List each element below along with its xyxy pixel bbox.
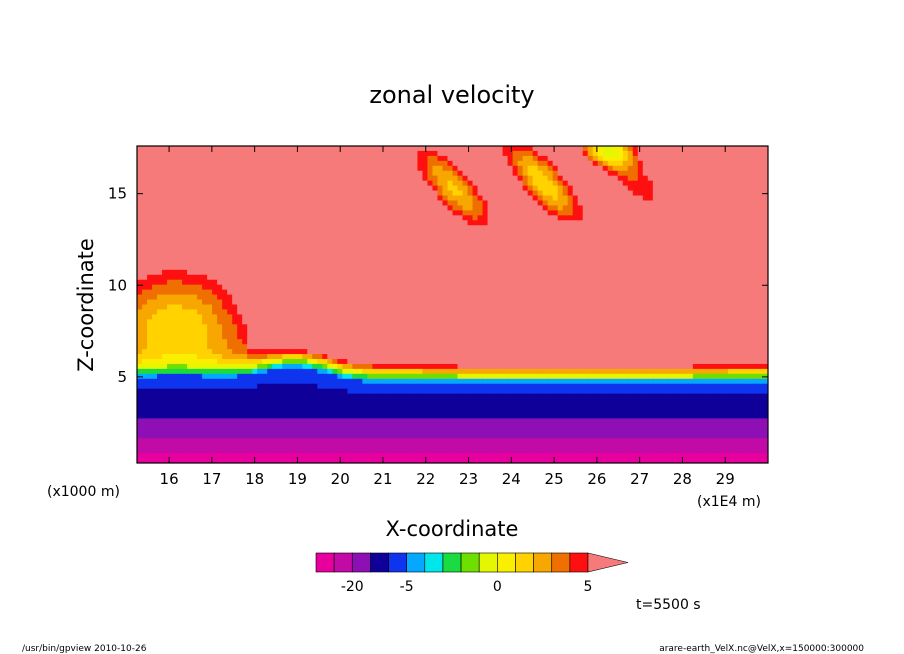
x-tick-label: 24	[502, 470, 521, 488]
chart-title: zonal velocity	[369, 81, 534, 109]
y-tick-label: 5	[117, 368, 127, 386]
colorbar-tick-label: -20	[341, 579, 364, 595]
colorbar-box	[460, 552, 480, 573]
colorbar-box	[388, 552, 407, 573]
plot-frame	[136, 145, 769, 464]
colorbar-box	[533, 552, 553, 573]
footer-program: /usr/bin/gpview 2010-10-26	[22, 644, 147, 654]
colorbar-extend-arrow	[587, 552, 629, 573]
colorbar-box	[569, 552, 589, 573]
colorbar-box	[478, 552, 498, 573]
x-tick-label: 27	[630, 470, 649, 488]
x-tick-label: 26	[587, 470, 606, 488]
colorbar-box	[406, 552, 426, 573]
colorbar-box	[424, 552, 444, 573]
contour-field	[137, 146, 768, 463]
colorbar-box	[351, 552, 371, 573]
colorbar-tick-label: -5	[400, 579, 414, 595]
colorbar	[315, 552, 629, 573]
y-axis-ticks: 5 10 15	[108, 185, 768, 386]
y-tick-label: 10	[108, 276, 127, 294]
colorbar-box	[515, 552, 534, 573]
colorbar-box	[370, 552, 389, 573]
colorbar-box	[315, 552, 335, 573]
x-tick-label: 19	[288, 470, 307, 488]
x-tick-label: 20	[331, 470, 350, 488]
colorbar-box	[551, 552, 571, 573]
x-tick-label: 22	[416, 470, 435, 488]
x-tick-label: 25	[545, 470, 564, 488]
x-axis-label: X-coordinate	[386, 517, 519, 541]
colorbar-tick-label: 5	[584, 579, 593, 595]
x-tick-label: 18	[245, 470, 264, 488]
colorbar-box	[442, 552, 462, 573]
y-tick-label: 15	[108, 185, 127, 203]
time-label: t=5500 s	[636, 597, 701, 613]
x-tick-label: 17	[202, 470, 221, 488]
colorbar-box	[333, 552, 353, 573]
x-unit-right: (x1E4 m)	[697, 494, 761, 510]
y-axis-label: Z-coordinate	[74, 238, 98, 372]
x-tick-label: 28	[673, 470, 692, 488]
x-axis-ticks: 16 17 18 19 20 21 22 23 24 25 26 27 28 29	[160, 146, 735, 488]
x-tick-label: 21	[373, 470, 392, 488]
footer-source: arare-earth_VelX.nc@VelX,x=150000:300000	[659, 644, 864, 654]
x-tick-label: 16	[160, 470, 179, 488]
colorbar-tick-labels: -20 -5 0 5	[341, 579, 593, 595]
x-unit-left: (x1000 m)	[47, 484, 120, 500]
x-tick-label: 29	[716, 470, 735, 488]
x-tick-label: 23	[459, 470, 478, 488]
colorbar-box	[497, 552, 516, 573]
colorbar-tick-label: 0	[493, 579, 502, 595]
